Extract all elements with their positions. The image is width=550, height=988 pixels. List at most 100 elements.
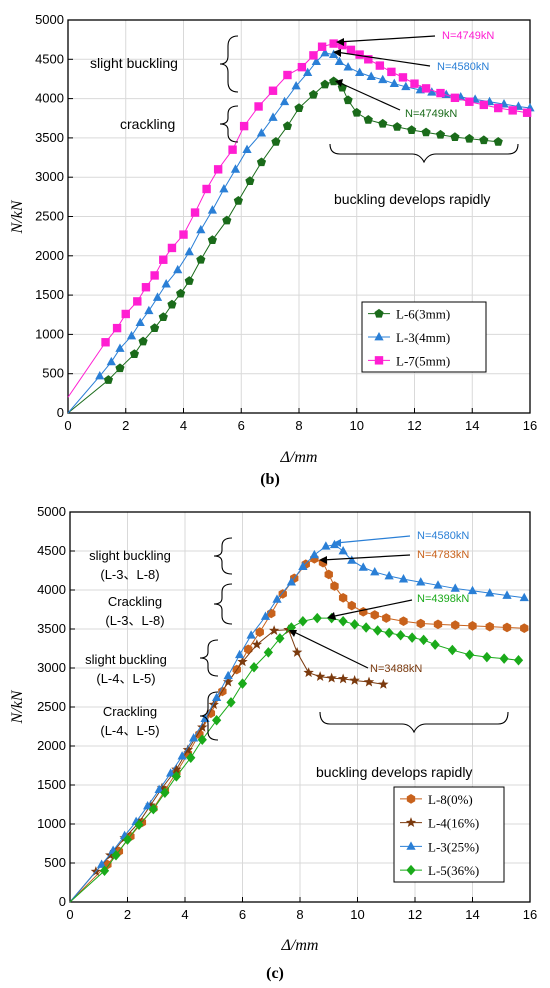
data-point [251,639,263,650]
annotation-label: N=4580kN [437,61,489,73]
data-point [111,849,121,861]
data-point [103,375,114,384]
data-point [298,561,308,570]
data-point [337,673,349,684]
data-point [166,768,176,777]
data-point [303,67,313,77]
data-point [370,610,379,620]
data-point [294,103,304,112]
data-point [308,89,319,99]
data-point [366,71,376,80]
data-point [160,787,170,799]
data-point [416,577,426,586]
chart-panel-c: 0 2 4 6 8 10 12 14 16 0 500 1000 1500 2000 2500 3000 350… [9,504,537,982]
data-point [144,305,154,315]
annotation-label: N=4749kN [405,108,457,120]
y-tick-label: 3000 [37,660,66,675]
data-point [150,271,159,280]
data-point [223,670,233,680]
data-point [189,733,199,742]
data-point [260,611,271,620]
data-point [212,692,222,701]
data-point [399,616,408,627]
y-tick-label: 1500 [37,777,66,792]
data-point [309,549,319,559]
y-tick-label: 3500 [35,130,64,145]
data-point [450,93,460,103]
y-tick-label: 2000 [37,738,66,753]
data-point [338,592,348,603]
y-tick-label: 500 [42,366,64,381]
data-point [171,771,181,782]
data-point [321,541,331,550]
data-point [502,622,512,633]
data-point [378,118,388,128]
data-point [467,585,478,595]
data-point [326,672,337,683]
data-point [410,79,419,88]
data-point [435,129,446,139]
annotation-label: (L-3、L-8) [100,567,159,582]
data-point [352,107,362,117]
annotation-label: crackling [120,116,175,132]
data-point [97,859,107,868]
data-point [167,299,177,309]
data-point [179,230,188,239]
y-tick-label: 2500 [35,209,64,224]
legend-label: L-4(16%) [428,816,479,831]
data-point [375,61,385,70]
data-point [115,343,125,352]
data-point [311,56,321,66]
data-point [237,656,248,667]
data-point [121,309,130,319]
y-tick-label: 2500 [37,699,66,714]
data-point [190,208,200,217]
x-tick-label: 16 [523,907,537,922]
annotation-label: buckling develops rapidly [334,191,490,207]
data-point [350,619,360,630]
legend-label: L-8(0%) [428,792,473,807]
data-point [494,103,503,113]
ticks-b: 0 2 4 6 8 10 12 14 16 0 500 1000 1500 2000 2500 3000 350… [35,12,537,433]
data-point [373,625,383,636]
y-tick-label: 0 [59,894,66,909]
data-point [361,622,371,633]
data-point [135,317,145,326]
legend-c: L-8(0%) L-4(16%) L-3(25%) L-5(36%) [393,786,505,883]
data-point [493,137,503,146]
data-point [338,615,348,627]
x-tick-label: 14 [465,418,479,433]
y-tick-label: 0 [57,405,64,420]
data-point [468,621,477,631]
data-point [158,312,168,322]
data-point [389,78,399,88]
data-point [159,255,168,264]
x-tick-label: 10 [350,418,364,433]
data-point [268,86,278,95]
y-tick-label: 4500 [37,543,66,558]
data-point [129,349,140,358]
data-point [122,834,133,845]
annotation-label: buckling develops rapidly [316,764,472,780]
annotation-label: Crackling [108,594,162,609]
data-point [167,243,177,253]
data-point [173,264,183,274]
x-tick-label: 14 [465,907,479,922]
data-point [370,567,380,576]
annotation-label: slight buckling [85,652,167,667]
data-point [401,81,411,91]
data-point [275,633,285,644]
data-point [465,649,475,660]
ticks-c: 0 2 4 6 8 10 12 14 16 0 500 1000 1500 2000 2500 3000 350… [37,504,537,922]
y-tick-label: 1000 [37,816,66,831]
data-point [115,363,125,373]
data-point [485,588,495,597]
data-point [133,297,142,306]
annotation-label: N=4749kN [442,30,494,42]
annotation-label: slight buckling [90,55,178,71]
data-point [349,675,360,685]
annotation-label: N=4398kN [417,593,469,605]
data-point [329,39,338,48]
data-point [378,74,388,84]
data-point [450,132,460,142]
